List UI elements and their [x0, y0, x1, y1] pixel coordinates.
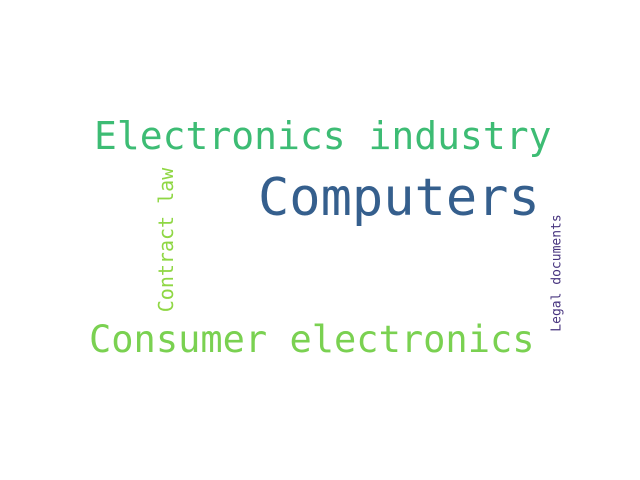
word-legal-documents: Legal documents	[549, 214, 565, 332]
word-contract-law: Contract law	[154, 167, 178, 313]
word-electronics-industry: Electronics industry	[94, 114, 552, 158]
word-consumer-electronics: Consumer electronics	[89, 318, 535, 361]
word-computers: Computers	[258, 168, 540, 228]
